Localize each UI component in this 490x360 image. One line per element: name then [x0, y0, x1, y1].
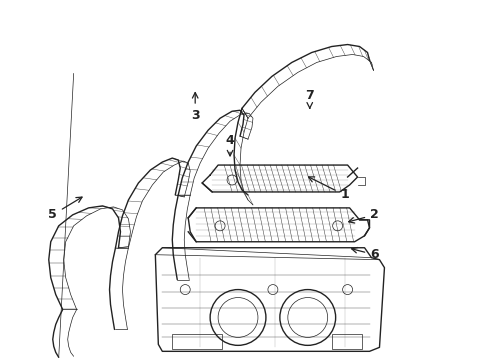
- Bar: [172, 334, 222, 349]
- Bar: [332, 334, 362, 349]
- Text: 4: 4: [226, 134, 234, 156]
- Text: 3: 3: [191, 93, 199, 122]
- Text: 6: 6: [352, 247, 379, 261]
- Text: 7: 7: [305, 89, 314, 108]
- Text: 5: 5: [49, 197, 82, 221]
- Text: 1: 1: [309, 177, 349, 202]
- Text: 2: 2: [349, 208, 379, 223]
